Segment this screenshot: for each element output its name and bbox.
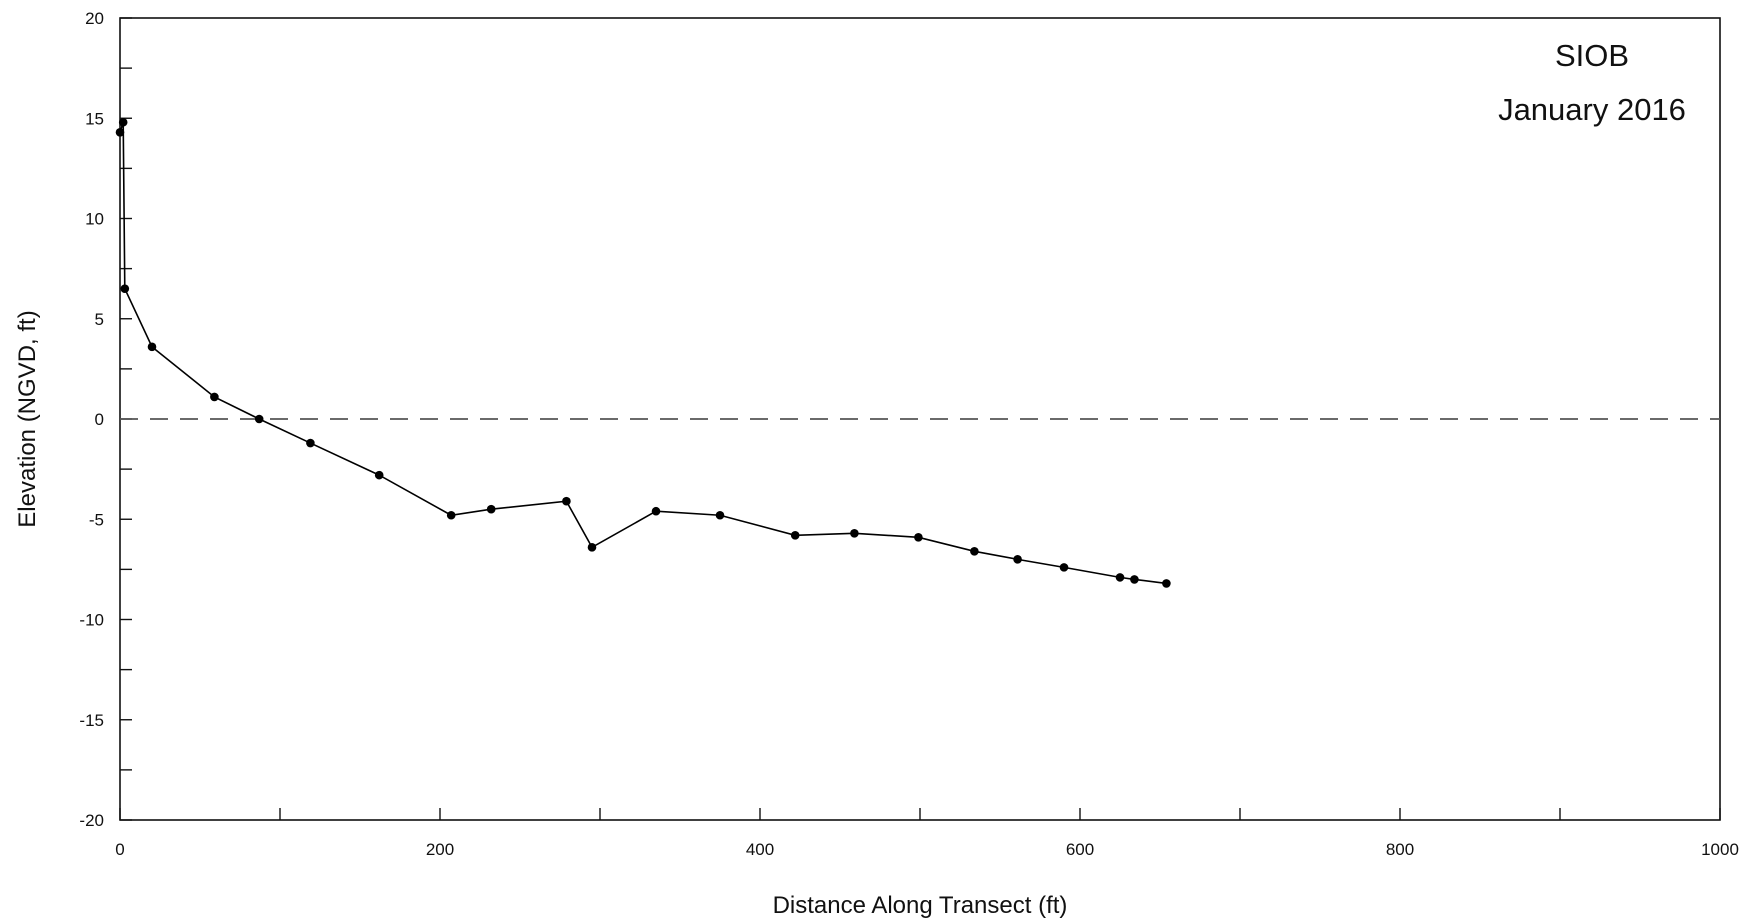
y-axis-title: Elevation (NGVD, ft) xyxy=(14,310,41,527)
y-tick-label: 10 xyxy=(85,210,104,229)
data-point xyxy=(1130,575,1139,584)
annotation-site: SIOB xyxy=(1555,38,1629,73)
y-tick-label: -5 xyxy=(89,510,104,529)
data-point xyxy=(850,528,859,538)
y-tick-label: -10 xyxy=(79,611,104,630)
data-point xyxy=(306,438,315,448)
tick-labels: 0 200 400 600 800 1000 -20 -15 -10 -5 0 5 10 15 20 xyxy=(79,9,1738,859)
data-point xyxy=(715,510,725,520)
x-tick-label: 0 xyxy=(115,840,124,859)
data-point xyxy=(587,543,597,552)
axis-ticks xyxy=(119,17,1721,821)
data-point xyxy=(374,470,384,480)
data-point xyxy=(914,532,923,542)
data-point xyxy=(254,414,264,424)
y-tick-label: -15 xyxy=(79,711,104,730)
x-axis-title: Distance Along Transect (ft) xyxy=(773,892,1068,919)
data-point xyxy=(651,506,661,516)
x-tick-label: 1000 xyxy=(1701,840,1739,859)
data-point xyxy=(970,547,979,556)
x-tick-label: 200 xyxy=(426,840,454,859)
annotation-date: January 2016 xyxy=(1498,92,1686,127)
x-tick-label: 600 xyxy=(1066,840,1094,859)
y-tick-label: 15 xyxy=(85,109,104,128)
y-tick-label: 20 xyxy=(85,9,104,28)
data-point xyxy=(790,530,800,540)
data-series xyxy=(115,117,1171,588)
data-point xyxy=(486,504,496,514)
data-point xyxy=(1162,579,1171,588)
data-point xyxy=(147,342,157,352)
profile-line xyxy=(119,122,1167,585)
x-tick-label: 800 xyxy=(1386,840,1414,859)
data-point xyxy=(562,496,571,506)
y-tick-label: 0 xyxy=(95,410,104,429)
data-point xyxy=(210,392,219,402)
y-tick-label: 5 xyxy=(95,310,104,329)
data-point xyxy=(1013,555,1022,564)
data-point xyxy=(1059,563,1069,572)
data-point xyxy=(120,284,130,293)
y-tick-label: -20 xyxy=(79,811,104,830)
data-point xyxy=(1115,573,1125,582)
data-point xyxy=(446,510,456,520)
x-tick-label: 400 xyxy=(746,840,774,859)
data-point xyxy=(115,127,125,137)
data-point xyxy=(118,117,128,127)
